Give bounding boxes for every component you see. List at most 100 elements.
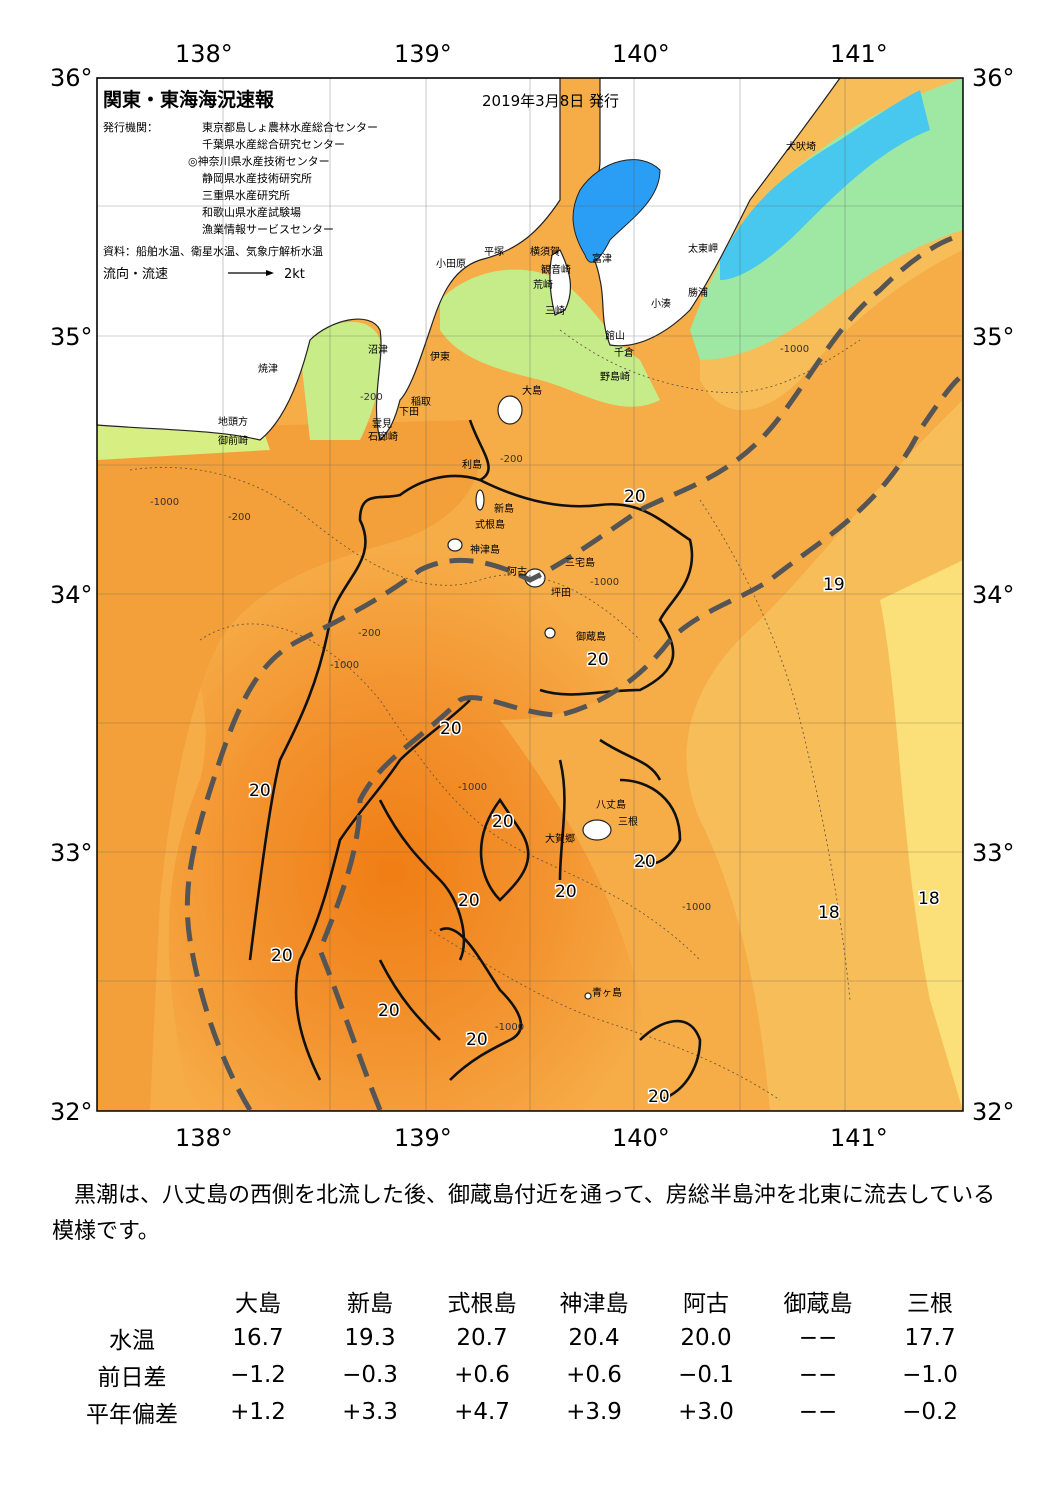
lat-label-right: 36° [972,64,1015,92]
table-cell: 17.7 [904,1324,956,1351]
place-odawara: 小田原 [436,258,466,270]
depth-label: -1000 [330,660,359,671]
place-names: 犬吠埼 太東岬 勝浦 小湊 富津 館山 千倉 野島崎 平塚 横須賀 観音崎 荒崎… [218,140,816,999]
depth-label: -1000 [150,497,179,508]
lon-label-top: 139° [394,40,452,68]
aogashima-island [584,992,592,1000]
flow-scale-value: 2kt [284,267,305,282]
warm-water-core [168,512,701,1111]
isotherm-label: 18 [818,903,840,923]
hachijojima-island [582,819,612,841]
isotherm-label: 20 [458,891,480,911]
column-header: 大島 [235,1290,281,1317]
table-corner [62,1282,202,1319]
lat-label-left: 32° [50,1098,93,1126]
mikurajima-island [544,627,556,639]
table-cell: +1.2 [230,1398,286,1425]
depth-label: -200 [500,454,523,465]
lat-label-right: 32° [972,1098,1015,1126]
honshu-coast-west [96,77,561,442]
place-nojimazaki: 野島崎 [600,370,630,383]
publisher: ◎神奈川県水産技術センター [188,154,330,168]
depth-label: -1000 [682,902,711,913]
isotherm-label: 20 [587,650,609,670]
isotherm-label: 18 [918,889,940,909]
oshima-island [497,395,523,425]
table-cell: +3.0 [678,1398,734,1425]
row-label: 平年偏差 [86,1401,178,1428]
depth-label: -200 [358,628,381,639]
cold-sagami-bay [440,269,660,407]
isotherm-label: 20 [249,781,271,801]
place-ako: 阿古 [507,565,527,578]
land [96,77,842,1000]
table-cell: −− [798,1398,838,1425]
lon-label-bottom: 141° [830,1124,888,1152]
table-cell: −0.2 [902,1398,958,1425]
place-hachijojima: 八丈島 [596,798,626,811]
publisher: 和歌山県水産試験場 [202,205,301,219]
lat-label-right: 35° [972,323,1015,351]
cold-coastal-boso [690,78,963,360]
table-cell: −1.2 [230,1361,286,1388]
isotherm-label: 20 [648,1087,670,1107]
publisher: 漁業情報サービスセンター [202,222,334,236]
table-row: 前日差 −1.2 −0.3 +0.6 +0.6 −0.1 −− −1.0 [62,1356,986,1393]
table-cell: 20.4 [568,1324,620,1351]
place-futtsu: 富津 [592,252,612,265]
flow-scale-arrowhead [266,270,274,276]
coldest-coastal-boso [720,90,930,280]
table-cell: 16.7 [232,1324,284,1351]
cold-suruga-bay [300,321,381,440]
miura-peninsula [549,249,571,316]
place-kominato: 小湊 [651,297,671,310]
publisher: 東京都島しょ農林水産総合センター [202,120,378,134]
place-hiratsuka: 平塚 [484,246,504,258]
isotherm-label: 19 [823,575,845,595]
place-katsuura: 勝浦 [688,286,708,299]
publisher: 静岡県水産技術研究所 [202,171,312,185]
depth-label: -1000 [495,1022,524,1033]
place-yokosuka: 横須賀 [530,245,560,258]
lat-label-left: 33° [50,839,93,867]
table-header-row: 大島 新島 式根島 神津島 阿古 御蔵島 三根 [62,1282,986,1319]
place-numazu: 沼津 [368,343,388,356]
place-inatori: 稲取 [411,396,431,408]
column-header: 神津島 [559,1290,629,1317]
place-irozaki: 石廊崎 [368,430,398,443]
depth-label: -1000 [458,782,487,793]
table-cell: −1.0 [902,1361,958,1388]
warm-water-west [97,420,481,1111]
lat-label-right: 34° [972,581,1015,609]
data-source: 資料：船舶水温、衛星水温、気象庁解析水温 [103,244,323,258]
table-cell: 20.0 [680,1324,732,1351]
place-tateyama: 館山 [605,329,625,342]
depth-label: -1000 [780,344,809,355]
place-kozushima: 神津島 [470,543,500,556]
place-jitokata: 地頭方 [218,415,248,428]
place-shikinejima: 式根島 [475,518,505,531]
table-cell: +4.7 [454,1398,510,1425]
place-chikura: 千倉 [614,346,634,359]
publisher: 千葉県水産総合研究センター [202,137,345,151]
publisher: 三重県水産研究所 [202,188,290,202]
kuroshio-summary: 黒潮は、八丈島の西側を北流した後、御蔵島付近を通って、房総半島沖を北東に流去して… [52,1183,996,1244]
isotherms [248,419,702,1102]
row-label: 水温 [109,1327,155,1354]
place-oshima: 大島 [522,384,542,397]
isotherm-label: 20 [271,946,293,966]
table-row: 水温 16.7 19.3 20.7 20.4 20.0 −− 17.7 [62,1319,986,1356]
sea-temperature-map: 20 20 20 20 20 20 20 20 20 20 20 20 20 1… [50,40,1015,1152]
depth-label: -1000 [590,577,619,588]
place-mikurajima: 御蔵島 [576,630,606,643]
observation-table: 大島 新島 式根島 神津島 阿古 御蔵島 三根 水温 16.7 19.3 20.… [62,1282,986,1430]
column-header: 阿古 [683,1290,729,1317]
yellow-water-east [880,560,963,1111]
map-title: 関東・東海海況速報 [103,88,275,111]
place-ito: 伊東 [430,350,450,363]
isotherm-label: 20 [466,1030,488,1050]
lon-label-top: 141° [830,40,888,68]
flow-legend-label: 流向・流速 [103,266,168,282]
place-okago: 大賀郷 [545,832,575,845]
isotherm-label: 20 [555,882,577,902]
